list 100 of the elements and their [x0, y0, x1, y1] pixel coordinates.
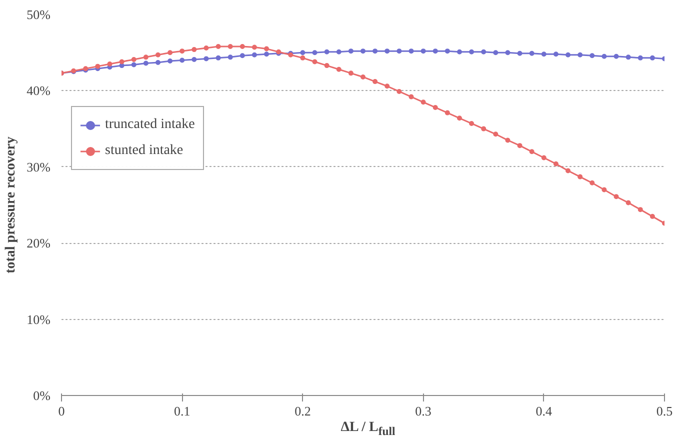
point — [107, 62, 112, 67]
y-axis-title: total pressure recovery — [4, 136, 19, 274]
point — [553, 52, 558, 57]
point — [590, 53, 595, 58]
point — [578, 52, 583, 58]
point — [324, 49, 330, 54]
point — [626, 54, 631, 60]
point — [192, 47, 197, 52]
point — [638, 55, 643, 60]
x-tick-label: 0.5 — [656, 404, 673, 418]
legend-label: stunted intake — [105, 143, 184, 159]
point — [566, 52, 571, 58]
point — [228, 44, 233, 49]
point — [602, 54, 607, 59]
point — [578, 174, 583, 180]
point — [348, 70, 354, 76]
point — [408, 48, 414, 54]
point — [300, 55, 306, 60]
point — [650, 55, 655, 60]
point — [493, 50, 498, 56]
point — [505, 50, 510, 56]
point — [131, 56, 136, 62]
point — [444, 48, 450, 54]
x-tick-label: 0.4 — [536, 404, 553, 418]
point — [481, 49, 486, 54]
point — [143, 54, 148, 60]
point — [529, 149, 534, 154]
y-tick-label: 40% — [26, 83, 51, 98]
y-tick-label: 0% — [33, 388, 51, 403]
x-axis-title: ΔL / L$_{full}$ — [340, 419, 396, 440]
point — [650, 214, 655, 219]
point — [336, 66, 342, 72]
point — [493, 132, 498, 137]
point — [638, 207, 643, 212]
point — [216, 55, 221, 60]
point — [264, 52, 270, 57]
legend-label: truncated intake — [105, 117, 195, 133]
point — [566, 168, 571, 174]
y-tick-label: 10% — [26, 312, 51, 327]
point — [541, 52, 546, 57]
point — [300, 50, 306, 56]
point — [432, 48, 438, 54]
point — [336, 49, 342, 54]
point — [456, 116, 462, 121]
point — [216, 44, 221, 49]
point — [602, 187, 607, 192]
point — [204, 46, 209, 51]
point — [168, 58, 173, 64]
y-tick-label: 30% — [26, 159, 51, 174]
x-tick-label: 0.3 — [415, 404, 432, 418]
point — [360, 74, 366, 80]
x-tick-label: 0.1 — [174, 404, 190, 418]
x-tick-label: 0 — [58, 404, 65, 418]
point — [312, 50, 318, 56]
point — [204, 56, 209, 62]
point — [240, 44, 245, 49]
point — [469, 49, 474, 54]
point — [396, 88, 402, 94]
point — [155, 52, 160, 58]
point — [517, 50, 522, 56]
point — [529, 50, 534, 56]
point — [95, 64, 100, 69]
point — [252, 52, 257, 58]
point — [469, 120, 474, 126]
point — [553, 161, 558, 166]
point — [143, 60, 148, 66]
point — [180, 58, 185, 63]
point — [131, 62, 136, 68]
point — [180, 48, 185, 54]
point — [264, 46, 270, 52]
point — [348, 48, 354, 54]
point — [517, 143, 522, 148]
point — [252, 44, 257, 50]
point — [240, 53, 245, 58]
point — [384, 84, 390, 89]
point — [614, 194, 619, 200]
point — [360, 48, 366, 54]
point — [420, 48, 426, 54]
point — [192, 56, 197, 62]
x-tick-label: 0.2 — [294, 404, 311, 418]
point — [312, 59, 318, 64]
point — [384, 48, 390, 54]
point — [396, 48, 402, 54]
point — [590, 180, 595, 186]
point — [541, 155, 546, 160]
point — [168, 50, 173, 56]
point — [614, 54, 619, 59]
point — [119, 63, 124, 68]
point — [420, 100, 426, 105]
point — [432, 104, 438, 110]
point — [119, 59, 124, 64]
point — [372, 79, 378, 84]
point — [505, 138, 510, 143]
point — [408, 94, 414, 100]
point — [481, 126, 486, 132]
point — [444, 110, 450, 116]
point — [155, 60, 160, 65]
y-tick-label: 50% — [26, 7, 51, 22]
point — [228, 54, 233, 60]
point — [626, 200, 631, 206]
